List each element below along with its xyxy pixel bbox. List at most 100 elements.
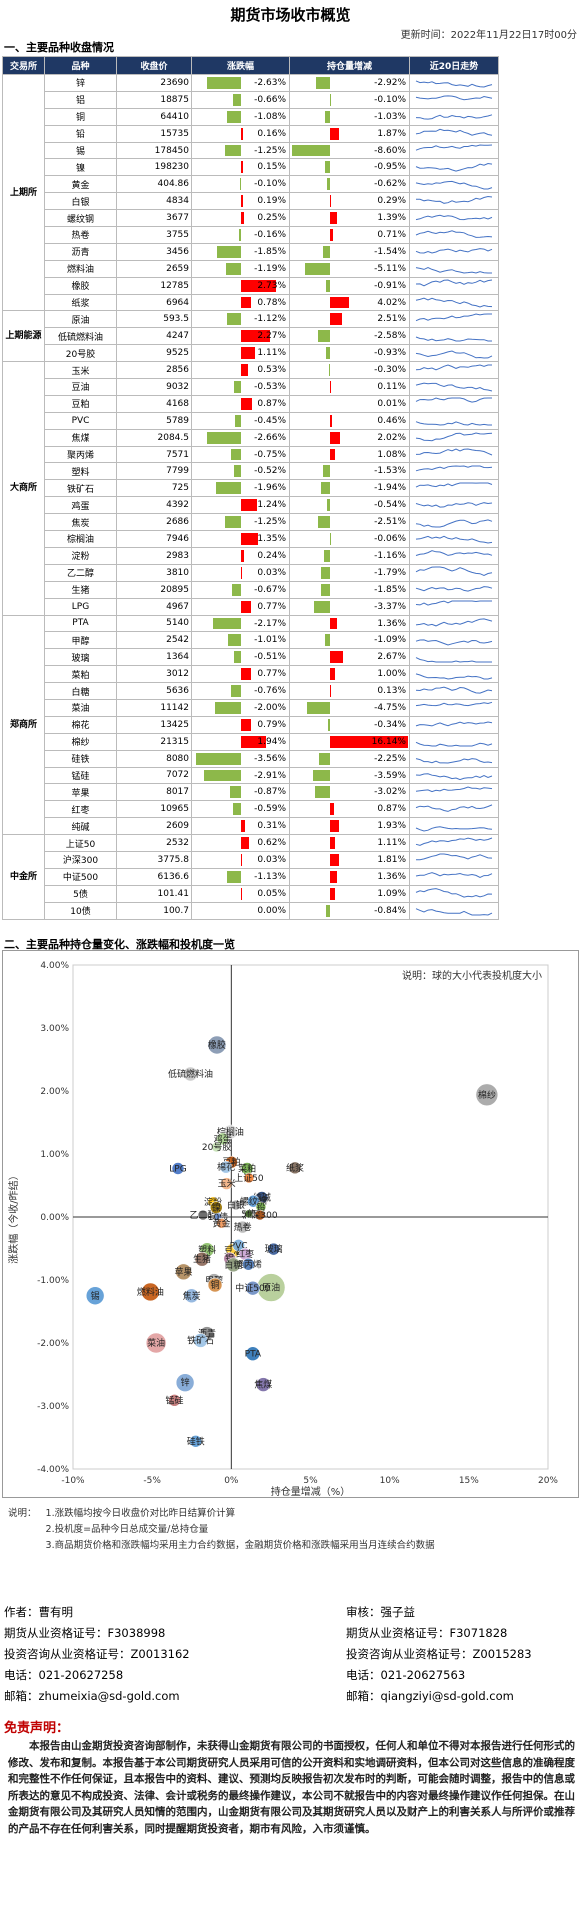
oi-value: 4.02%: [377, 297, 406, 308]
product-name: 燃料油: [44, 259, 117, 278]
oi-cell: 0.87%: [289, 800, 410, 819]
oi-bar: [330, 820, 340, 833]
change-cell: -0.66%: [191, 90, 290, 109]
close-price: 12785: [116, 276, 192, 295]
change-cell: 0.87%: [191, 394, 290, 413]
market-table: 交易所 品种 收盘价 涨跌幅 持仓量增减 近20日走势 上期所锌 23690 -2.63% -2…: [2, 56, 499, 920]
change-bar: [241, 718, 252, 731]
change-bar: [232, 583, 241, 596]
disclaimer-text: 本报告由山金期货投资咨询部制作，未获得山金期货有限公司的书面授权，任何人和单位不…: [8, 1740, 575, 1835]
table-row: 上期所锌 23690 -2.63% -2.92%: [2, 73, 499, 312]
change-bar: [241, 600, 251, 613]
sparkline: [415, 773, 493, 781]
close-price: 20895: [116, 580, 192, 599]
x-tick-label: 20%: [538, 1476, 558, 1486]
product-name: 鸡蛋: [44, 496, 117, 515]
bubble-label: 纸浆: [286, 1162, 304, 1174]
change-value: -1.19%: [254, 263, 286, 274]
trend-cell: [409, 276, 499, 295]
oi-bar: [324, 634, 330, 647]
close-price: 23690: [116, 74, 192, 92]
product-name: 白糖: [44, 682, 117, 700]
table-row: 菜油 11142 -2.00% -4.75%: [3, 698, 499, 717]
change-bar: [241, 161, 243, 174]
oi-value: -2.25%: [374, 753, 406, 764]
change-bar: [227, 110, 241, 123]
oi-bar: [322, 245, 330, 258]
change-cell: -2.63%: [191, 74, 290, 92]
table-row: 焦煤 2084.5 -2.66% 2.02%: [3, 428, 499, 447]
oi-value: -3.02%: [374, 787, 406, 798]
change-value: -0.52%: [254, 466, 286, 477]
y-tick-label: -2.00%: [37, 1339, 69, 1349]
product-name: 硅铁: [44, 749, 117, 768]
change-value: 0.79%: [257, 719, 286, 730]
bubble-label: 焦炭: [183, 1290, 201, 1302]
change-cell: -0.87%: [191, 783, 290, 802]
section-title-1: 一、主要品种收盘情况: [4, 41, 114, 54]
product-name: PTA: [44, 614, 117, 633]
sparkline: [415, 80, 493, 88]
close-price: 725: [116, 479, 192, 498]
sparkline: [415, 686, 493, 694]
sparkline: [415, 267, 492, 274]
oi-value: 0.11%: [377, 382, 406, 393]
bubble-point: [211, 1141, 222, 1153]
change-value: -0.10%: [254, 179, 286, 190]
oi-bar: [313, 600, 330, 613]
change-bar: [195, 752, 241, 765]
author-tel: 电话：021-20627258: [4, 1668, 124, 1682]
change-bar: [241, 549, 245, 562]
oi-value: 1.36%: [377, 618, 406, 629]
change-value: -2.63%: [254, 78, 286, 88]
bubble-point: [168, 1394, 181, 1407]
oi-bar: [315, 77, 330, 89]
product-name: 镍: [44, 158, 117, 177]
oi-bar: [317, 516, 330, 529]
close-price: 2542: [116, 631, 192, 650]
sparkline: [415, 501, 493, 508]
trend-cell: [409, 530, 499, 548]
oi-cell: 2.67%: [289, 648, 410, 667]
trend-cell: [409, 411, 499, 430]
bubble-label: 玉米: [218, 1178, 236, 1190]
oi-bar: [330, 803, 335, 816]
change-cell: -1.08%: [191, 107, 290, 126]
close-price: 4834: [116, 192, 192, 211]
change-cell: 0.15%: [191, 158, 290, 177]
notes-label: 说明：: [8, 1508, 37, 1519]
change-cell: -1.85%: [191, 242, 290, 261]
trend-cell: [409, 344, 499, 363]
oi-bar: [315, 786, 330, 799]
change-cell: -1.96%: [191, 479, 290, 498]
bubble-label: 棉纱: [478, 1089, 496, 1101]
oi-value: -5.11%: [374, 263, 406, 274]
sparkline: [415, 144, 493, 151]
oi-bar: [330, 685, 331, 697]
trend-cell: [409, 496, 499, 515]
close-price: 6964: [116, 293, 192, 312]
bubble-point: [226, 1257, 241, 1273]
note-1: 1.涨跌幅均按今日收盘价对比昨日结算价计算: [45, 1508, 236, 1519]
close-price: 3677: [116, 209, 192, 228]
x-tick-label: 5%: [303, 1476, 318, 1486]
sparkline: [415, 742, 493, 747]
sparkline: [415, 853, 493, 861]
trend-cell: [409, 580, 499, 599]
close-price: 4168: [116, 394, 192, 413]
bubble-label: 上证50: [234, 1173, 264, 1184]
oi-value: -1.03%: [374, 111, 406, 122]
bubble-point: [207, 1277, 223, 1293]
sparkline: [415, 180, 493, 190]
bubble-label: 20号胶: [202, 1141, 231, 1153]
product-name: 5债: [44, 884, 117, 903]
bubble-point: [216, 1217, 227, 1229]
table-row: 红枣 10965 -0.59% 0.87%: [3, 800, 499, 819]
table-row: 铅 15735 0.16% 1.87%: [3, 124, 499, 143]
bubble-point: [288, 1161, 302, 1175]
oi-value: -8.60%: [374, 145, 406, 156]
bubble-label: 棉花: [217, 1161, 235, 1173]
sparkline: [415, 825, 493, 832]
trend-cell: [409, 293, 499, 312]
oi-cell: -1.09%: [289, 631, 410, 650]
